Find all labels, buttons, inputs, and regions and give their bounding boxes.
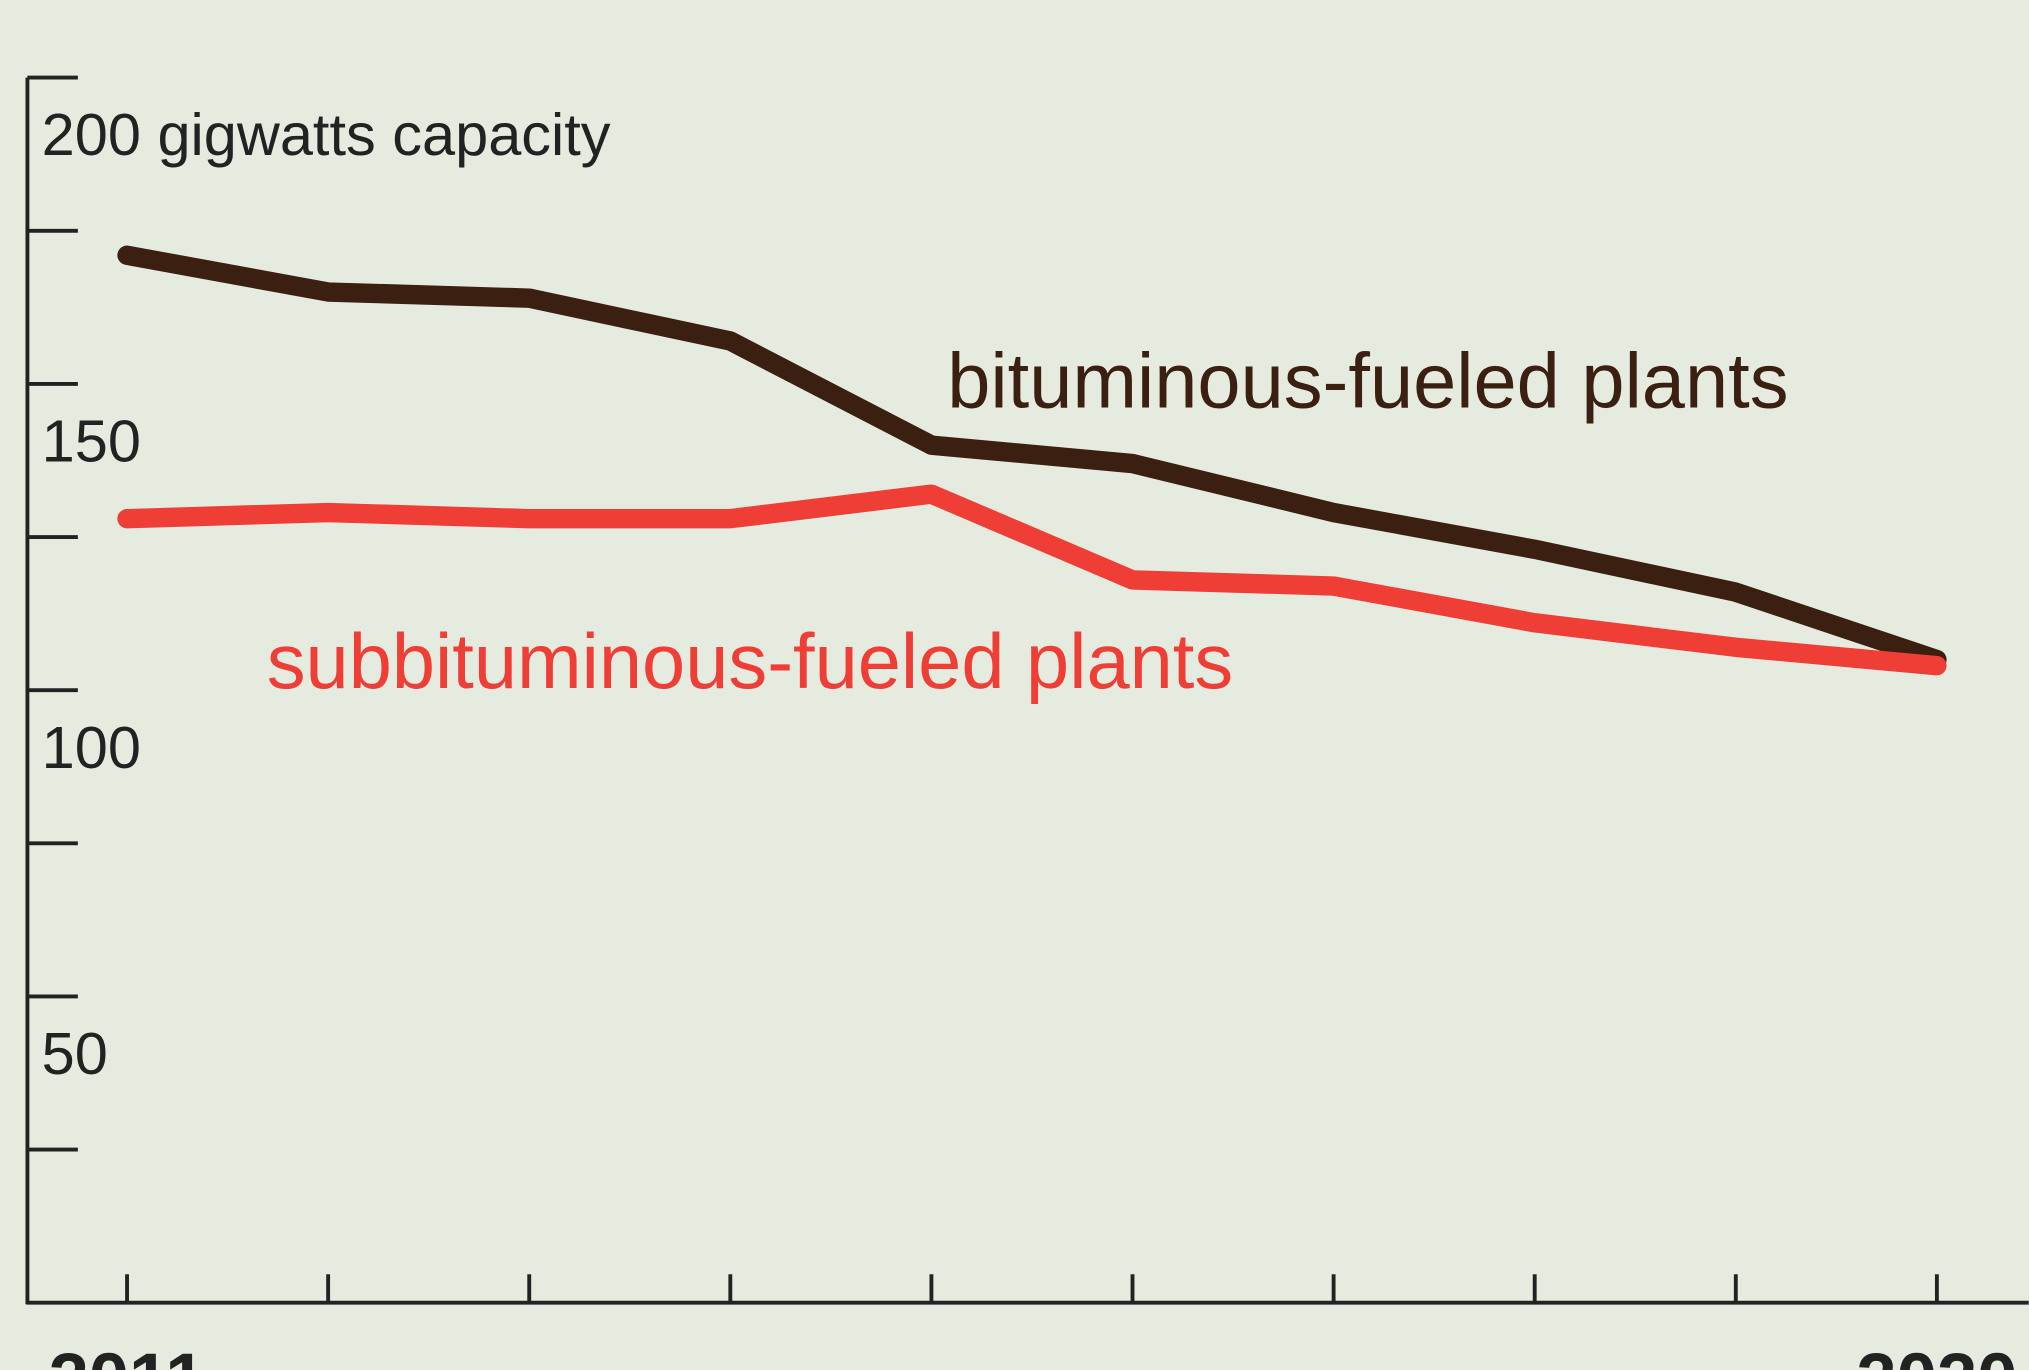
x-tick-label: 2011 [48, 1339, 205, 1370]
x-tick-label: 2020 [1856, 1339, 2017, 1370]
series-label: bituminous-fueled plants [947, 339, 1788, 425]
series-label: subbituminous-fueled plants [267, 619, 1233, 705]
series-line [117, 484, 1947, 676]
y-tick-label: 50 [42, 1020, 108, 1087]
y-tick-label: 150 [42, 408, 141, 475]
y-tick-label: 200 gigwatts capacity [42, 101, 611, 168]
series-line [117, 245, 1947, 670]
y-tick-label: 100 [42, 714, 141, 781]
